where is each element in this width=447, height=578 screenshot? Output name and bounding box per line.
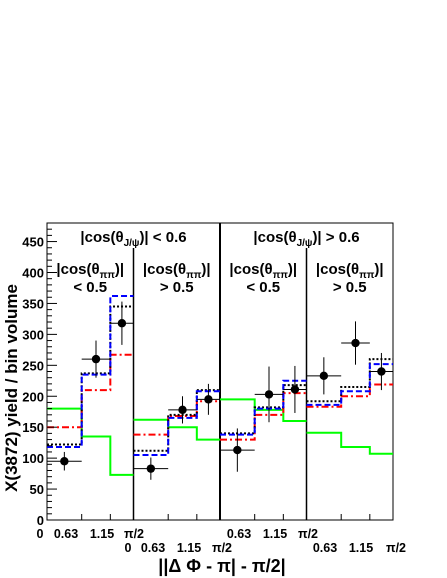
x-tick-label: 0 — [37, 527, 44, 541]
x-tick-label: 0.63 — [54, 527, 78, 541]
data-point — [233, 445, 242, 455]
data-point — [91, 354, 101, 364]
series-dotted-panel-4 — [306, 358, 393, 403]
series-solid-panel-1 — [47, 407, 134, 476]
series-dashed-panel-1 — [47, 295, 134, 448]
x-tick-label: π/2 — [124, 527, 144, 541]
panel-label-line1: |cos(θππ)| — [143, 261, 211, 281]
y-tick-label: 200 — [22, 389, 44, 404]
panel-label-line1: |cos(θππ)| — [229, 261, 297, 281]
y-tick-label: 450 — [22, 235, 44, 250]
x-tick-label: 1.15 — [177, 541, 201, 555]
series-dashdot-panel-1 — [47, 353, 134, 429]
data-point — [377, 367, 386, 376]
data-point — [264, 390, 274, 399]
series-solid-panel-4 — [306, 431, 393, 455]
panel-label-line2: < 0.5 — [73, 279, 107, 296]
y-axis: 0 50 100 150 200 250 300 350 400 450 — [22, 228, 57, 528]
data-point — [117, 319, 127, 328]
group-label: |cos(θJ/ψ)| > 0.6 — [253, 229, 359, 249]
y-tick-label: 50 — [30, 482, 44, 497]
x-tick-label: 0.63 — [227, 527, 251, 541]
x-tick-label: π/2 — [386, 541, 406, 555]
x-tick-label: 1.15 — [90, 527, 114, 541]
panel-labels: |cos(θJ/ψ)| < 0.6 |cos(θJ/ψ)| > 0.6 |cos(θ… — [56, 229, 383, 296]
data-points-layer — [47, 301, 393, 480]
series-dashdot-panel-2 — [133, 400, 220, 436]
panel-label-line2: < 0.5 — [246, 279, 280, 296]
x-tick-label: π/2 — [298, 527, 318, 541]
series-solid-panel-2 — [133, 418, 220, 441]
data-point — [290, 385, 300, 394]
panel-label-line1: |cos(θππ)| — [316, 261, 384, 281]
y-tick-label: 150 — [22, 420, 44, 435]
data-point — [204, 395, 213, 404]
y-tick-label: 350 — [22, 296, 44, 311]
x-tick-label: 1.15 — [263, 527, 287, 541]
x-tick-label: 1.15 — [349, 541, 373, 555]
y-tick-label: 300 — [22, 327, 44, 342]
data-point — [351, 338, 360, 348]
x-tick-label: 0 — [125, 541, 132, 555]
group-label: |cos(θJ/ψ)| < 0.6 — [80, 229, 186, 249]
data-point — [178, 405, 187, 415]
panel-label-line1: |cos(θππ)| — [56, 261, 124, 281]
y-axis-label: X(3872) yield / bin volume — [2, 284, 21, 492]
data-point — [60, 457, 69, 466]
data-point — [146, 464, 156, 473]
y-tick-label: 0 — [37, 513, 44, 528]
panel-label-line2: > 0.5 — [333, 279, 367, 296]
series-solid-panel-3 — [220, 398, 307, 422]
data-point — [319, 371, 329, 381]
x-tick-label: 0.63 — [141, 541, 165, 555]
x-axis: 0 0.63 1.15 π/2 0.63 1.15 π/20 0.63 1.15 π/2 0.63 1… — [37, 514, 406, 555]
series-dotted-panel-1 — [47, 305, 134, 446]
y-tick-label: 400 — [22, 266, 44, 281]
y-tick-label: 250 — [22, 358, 44, 373]
panel-label-line2: > 0.5 — [160, 279, 194, 296]
series-dashed-panel-4 — [306, 363, 393, 406]
series-dotted-panel-3 — [220, 384, 307, 435]
x-tick-label: 0.63 — [313, 541, 337, 555]
y-tick-label: 100 — [22, 451, 44, 466]
x-axis-label: ||Δ Φ - π| - π/2| — [158, 556, 285, 576]
x-tick-label: π/2 — [212, 541, 232, 555]
